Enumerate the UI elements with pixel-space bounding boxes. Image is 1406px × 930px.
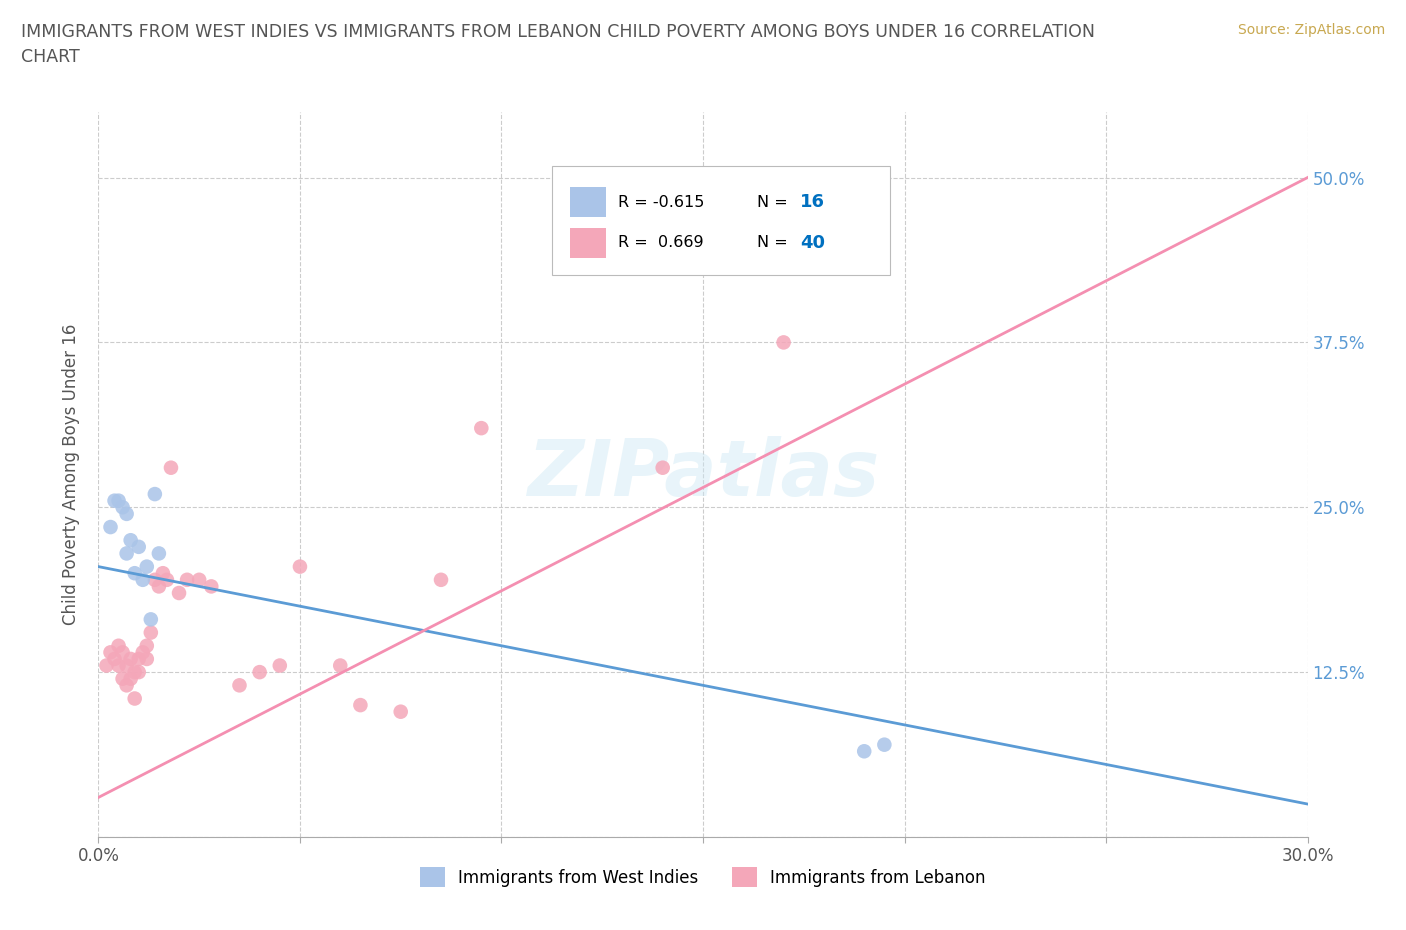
Point	[470, 420, 492, 435]
Point	[139, 625, 162, 640]
Point	[135, 652, 157, 667]
Point	[389, 704, 412, 719]
Point	[111, 671, 134, 686]
Point	[128, 652, 150, 667]
Point	[200, 579, 222, 594]
Point	[329, 658, 352, 673]
Point	[100, 644, 122, 659]
Point	[103, 493, 125, 508]
Point	[651, 460, 673, 475]
Point	[249, 665, 271, 680]
Y-axis label: Child Poverty Among Boys Under 16: Child Poverty Among Boys Under 16	[62, 324, 80, 625]
Point	[115, 546, 138, 561]
Legend: Immigrants from West Indies, Immigrants from Lebanon: Immigrants from West Indies, Immigrants …	[413, 860, 993, 894]
Text: ZIPatlas: ZIPatlas	[527, 436, 879, 512]
Point	[120, 652, 142, 667]
Point	[152, 565, 174, 580]
Point	[135, 638, 157, 653]
Point	[100, 520, 122, 535]
Point	[124, 565, 146, 580]
Point	[132, 644, 155, 659]
Point	[111, 499, 134, 514]
Bar	[569, 228, 606, 258]
Point	[288, 559, 311, 574]
Point	[115, 507, 138, 522]
Point	[107, 658, 129, 673]
Point	[124, 691, 146, 706]
Text: N =: N =	[758, 194, 793, 209]
Point	[853, 196, 876, 211]
Point	[96, 658, 118, 673]
Point	[128, 665, 150, 680]
Bar	[569, 187, 606, 218]
Point	[269, 658, 291, 673]
Point	[176, 572, 198, 587]
Point	[228, 678, 250, 693]
Point	[132, 572, 155, 587]
Text: N =: N =	[758, 235, 793, 250]
Point	[120, 533, 142, 548]
Point	[160, 460, 183, 475]
FancyBboxPatch shape	[551, 166, 890, 275]
Point	[120, 671, 142, 686]
Point	[772, 335, 794, 350]
Point	[107, 493, 129, 508]
Point	[143, 572, 166, 587]
Text: 40: 40	[800, 233, 825, 252]
Text: R = -0.615: R = -0.615	[619, 194, 704, 209]
Point	[135, 559, 157, 574]
Point	[188, 572, 211, 587]
Point	[148, 579, 170, 594]
Text: R =  0.669: R = 0.669	[619, 235, 704, 250]
Point	[349, 698, 371, 712]
Point	[167, 586, 190, 601]
Point	[115, 678, 138, 693]
Point	[124, 665, 146, 680]
Point	[853, 744, 876, 759]
Point	[156, 572, 179, 587]
Point	[107, 638, 129, 653]
Point	[139, 612, 162, 627]
Text: 16: 16	[800, 193, 825, 211]
Point	[128, 539, 150, 554]
Point	[873, 737, 896, 752]
Text: Source: ZipAtlas.com: Source: ZipAtlas.com	[1237, 23, 1385, 37]
Point	[115, 658, 138, 673]
Point	[143, 486, 166, 501]
Text: IMMIGRANTS FROM WEST INDIES VS IMMIGRANTS FROM LEBANON CHILD POVERTY AMONG BOYS : IMMIGRANTS FROM WEST INDIES VS IMMIGRANT…	[21, 23, 1095, 66]
Point	[148, 546, 170, 561]
Point	[103, 652, 125, 667]
Point	[111, 644, 134, 659]
Point	[430, 572, 453, 587]
